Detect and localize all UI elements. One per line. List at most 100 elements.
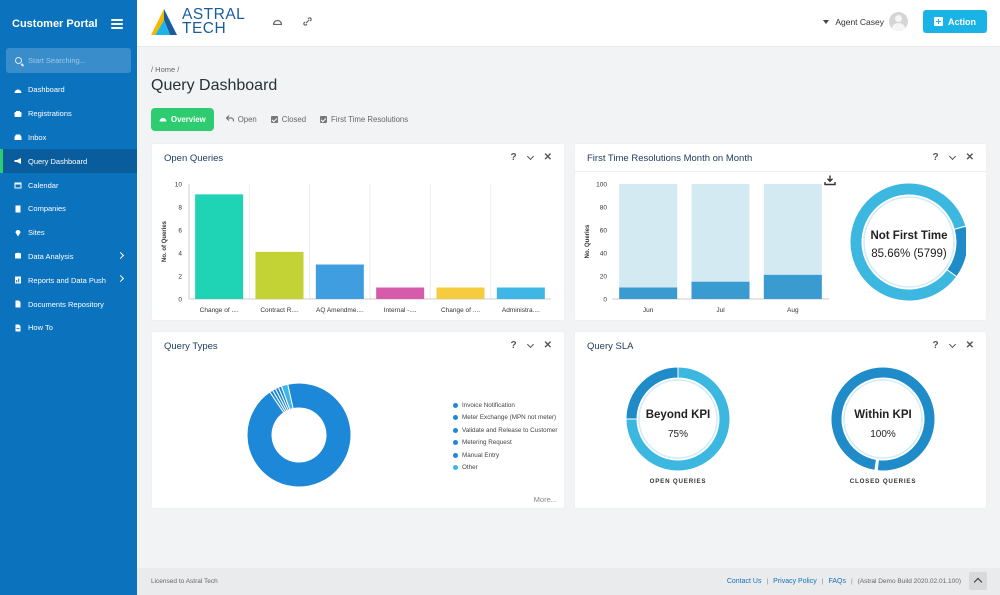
user-menu[interactable]: Agent Casey [823, 12, 908, 31]
bar[interactable] [195, 194, 244, 299]
registrations-icon [14, 110, 22, 118]
faqs-link[interactable]: FAQs [828, 578, 846, 585]
inner-ring [863, 196, 955, 288]
sidebar-item-companies[interactable]: Companies [0, 197, 137, 221]
gauge-center-value: 100% [870, 429, 896, 440]
y-tick-label: 60 [600, 228, 608, 235]
bar[interactable] [691, 184, 750, 299]
legend-item[interactable]: Manual Entry [453, 449, 557, 462]
logo-line-2: TECH [182, 20, 227, 37]
sidebar-item-data-analysis[interactable]: Data Analysis [0, 245, 137, 269]
tab-overview[interactable]: Overview [151, 108, 214, 131]
sidebar-item-label: Documents Repository [28, 299, 104, 309]
first-time-resolutions-donut: Not First Time 85.66% (5799) [849, 182, 966, 302]
building-icon [14, 205, 22, 213]
sidebar-item-inbox[interactable]: Inbox [0, 126, 137, 150]
pie-slice[interactable] [280, 383, 294, 411]
sidebar-item-query-dashboard[interactable]: Query Dashboard [0, 149, 137, 174]
legend-item[interactable]: Validate and Release to Customer [453, 424, 557, 437]
bar[interactable] [315, 264, 364, 300]
megaphone-icon [14, 157, 22, 165]
bar[interactable] [496, 287, 545, 300]
x-tick-label: Jul [716, 307, 725, 314]
tab-first-time-resolutions[interactable]: First Time Resolutions [320, 115, 408, 124]
document-icon [14, 300, 22, 308]
pie-slice[interactable] [830, 366, 936, 472]
pie-slice[interactable] [246, 382, 352, 488]
tab-open[interactable]: Open [225, 115, 257, 124]
collapse-icon[interactable] [526, 340, 534, 348]
pie-slice[interactable] [849, 182, 966, 302]
x-tick-label: AQ Amendme.... [316, 307, 364, 314]
sidebar-search[interactable]: Start Searching... [6, 48, 131, 73]
page-title: Query Dashboard [151, 77, 278, 94]
bar[interactable] [619, 287, 678, 300]
more-link[interactable]: More... [533, 495, 557, 504]
dashboard-icon[interactable] [272, 17, 283, 27]
scroll-to-top-button[interactable] [969, 572, 987, 590]
sidebar-item-calendar[interactable]: Calendar [0, 173, 137, 197]
close-icon[interactable]: ✕ [965, 152, 974, 163]
pie-slice[interactable] [874, 458, 879, 472]
bar[interactable] [436, 287, 485, 300]
gauge-center-value: 75% [668, 429, 688, 440]
legend-item[interactable]: Invoice Notification [453, 399, 557, 412]
bar[interactable] [376, 287, 425, 300]
sidebar-item-dashboard[interactable]: Dashboard [0, 78, 137, 102]
bar[interactable] [255, 251, 304, 299]
close-icon[interactable]: ✕ [543, 152, 552, 163]
y-tick-label: 6 [178, 228, 182, 235]
legend-label: Meter Exchange (MPN not meter) [462, 414, 557, 422]
y-tick-label: 2 [178, 274, 182, 281]
bar[interactable] [691, 281, 750, 299]
link-icon[interactable] [303, 17, 312, 28]
pie-slice[interactable] [946, 225, 966, 278]
build-version: (Astral Demo Build 2020.02.01.100) [857, 578, 961, 585]
y-tick-label: 80 [600, 205, 608, 212]
sidebar-item-registrations[interactable]: Registrations [0, 102, 137, 126]
logo[interactable]: ASTRAL TECH [150, 7, 245, 37]
search-icon [15, 57, 22, 64]
sidebar-item-label: Registrations [28, 109, 72, 119]
plus-icon [934, 17, 943, 26]
pie-slice[interactable] [625, 366, 679, 420]
privacy-policy-link[interactable]: Privacy Policy [773, 578, 817, 585]
sidebar-item-label: Calendar [28, 180, 59, 190]
user-name: Agent Casey [835, 16, 884, 27]
tab-label: Overview [171, 115, 206, 124]
card-tools: ? ✕ [511, 340, 553, 351]
tab-closed[interactable]: Closed [270, 115, 306, 124]
tab-bar: Overview Open Closed First Time Resolutions [151, 108, 422, 131]
bar[interactable] [763, 274, 822, 299]
breadcrumb[interactable]: / Home / [151, 65, 180, 74]
x-tick-label: Internal -.... [384, 307, 417, 314]
chevron-right-icon [116, 275, 125, 283]
bar[interactable] [619, 184, 678, 299]
legend-item[interactable]: Metering Request [453, 437, 557, 450]
top-bar: ASTRAL TECH Agent Casey Action [137, 0, 1000, 47]
legend-dot [453, 402, 458, 408]
help-icon[interactable]: ? [932, 152, 939, 163]
help-icon[interactable]: ? [932, 340, 939, 351]
sidebar-header: Customer Portal [0, 0, 137, 47]
help-icon[interactable]: ? [510, 340, 517, 351]
collapse-icon[interactable] [948, 340, 956, 348]
search-input[interactable]: Start Searching... [28, 56, 86, 65]
sidebar-item-how-to[interactable]: How To [0, 316, 137, 340]
sidebar-item-reports-and-data-push[interactable]: Reports and Data Push [0, 268, 137, 292]
checkbox-icon [270, 116, 278, 123]
sidebar-item-sites[interactable]: Sites [0, 221, 137, 245]
help-icon[interactable]: ? [510, 152, 517, 163]
download-icon[interactable] [824, 175, 836, 186]
close-icon[interactable]: ✕ [543, 340, 552, 351]
card-tools: ? ✕ [511, 152, 553, 163]
card-title: First Time Resolutions Month on Month [587, 153, 753, 164]
action-button[interactable]: Action [923, 10, 987, 33]
legend-item[interactable]: Meter Exchange (MPN not meter) [453, 412, 557, 425]
sidebar-item-documents-repository[interactable]: Documents Repository [0, 292, 137, 316]
dashboard-icon [14, 86, 22, 94]
legend-item[interactable]: Other [453, 462, 557, 475]
close-icon[interactable]: ✕ [965, 340, 974, 351]
contact-us-link[interactable]: Contact Us [726, 578, 762, 585]
hamburger-menu-icon[interactable] [111, 18, 123, 29]
